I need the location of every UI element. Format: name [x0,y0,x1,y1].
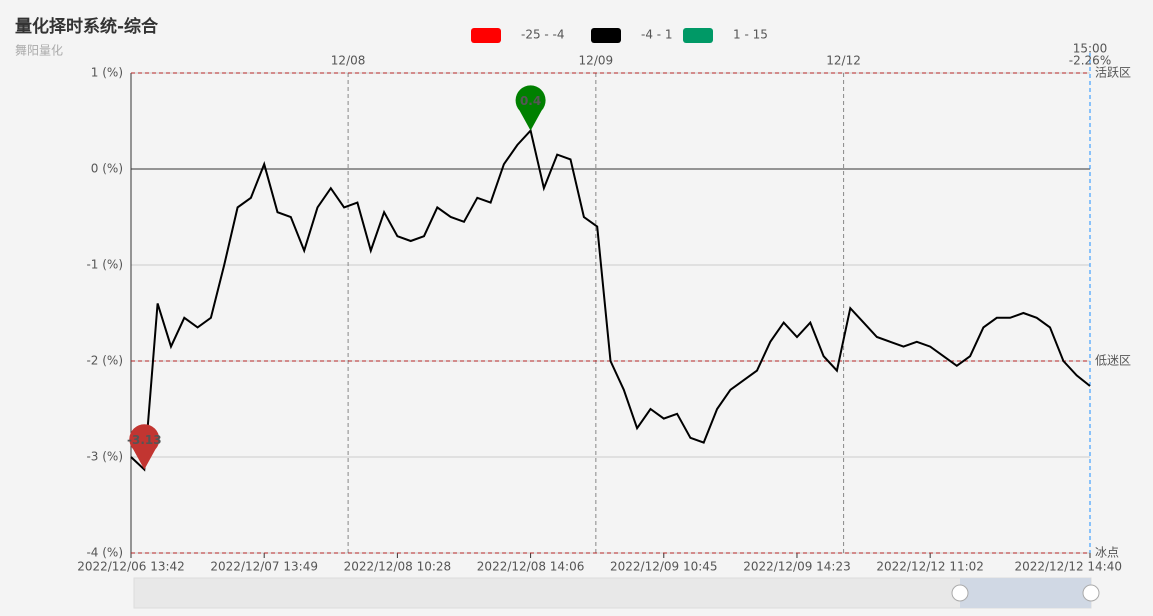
x-tick-label: 2022/12/09 14:23 [743,560,851,574]
y-tick-label: -3 (%) [86,450,123,464]
legend-label: -4 - 1 [641,28,673,42]
zoom-handle[interactable] [951,584,969,602]
day-label: 12/09 [579,54,614,68]
mark-point-label: 0.4 [520,94,541,108]
chart-title: 量化择时系统-综合 [15,16,159,37]
legend-label: 1 - 15 [733,28,768,42]
day-label: 12/12 [826,54,861,68]
legend: -25 - -4 -4 - 1 1 - 15 [471,28,768,43]
mark-point-pin [129,424,160,470]
y-tick-label: -4 (%) [86,546,123,560]
mark-line-label: 活跃区 [1095,66,1131,80]
y-tick-label: -2 (%) [86,354,123,368]
zoom-handle[interactable] [1082,584,1100,602]
legend-label: -25 - -4 [521,28,565,42]
chart-subtitle: 舞阳量化 [15,44,63,58]
day-label: 12/08 [331,54,366,68]
x-tick-label: 2022/12/06 13:42 [77,560,185,574]
x-tick-label: 2022/12/08 14:06 [477,560,585,574]
end-time: 15:00 [1073,42,1108,56]
legend-swatch [471,28,501,43]
x-tick-label: 2022/12/08 10:28 [344,560,452,574]
mark-line-label: 冰点 [1095,546,1119,560]
x-tick-label: 2022/12/12 14:40 [1014,560,1122,574]
x-tick-label: 2022/12/12 11:02 [876,560,984,574]
legend-swatch [683,28,713,43]
y-tick-label: 0 (%) [91,162,123,176]
mark-point-pin [515,85,546,131]
y-tick-label: 1 (%) [91,66,123,80]
y-tick-label: -1 (%) [86,258,123,272]
legend-swatch [591,28,621,43]
mark-point-label: -3.13 [127,433,162,447]
data-zoom[interactable] [133,577,1100,609]
x-tick-label: 2022/12/07 13:49 [210,560,318,574]
zoom-track [133,577,1092,609]
series-line [130,128,1091,472]
end-label: -2.26% [1069,54,1111,68]
x-tick-label: 2022/12/09 10:45 [610,560,718,574]
mark-line-label: 低迷区 [1095,354,1131,368]
zoom-window [960,578,1091,608]
